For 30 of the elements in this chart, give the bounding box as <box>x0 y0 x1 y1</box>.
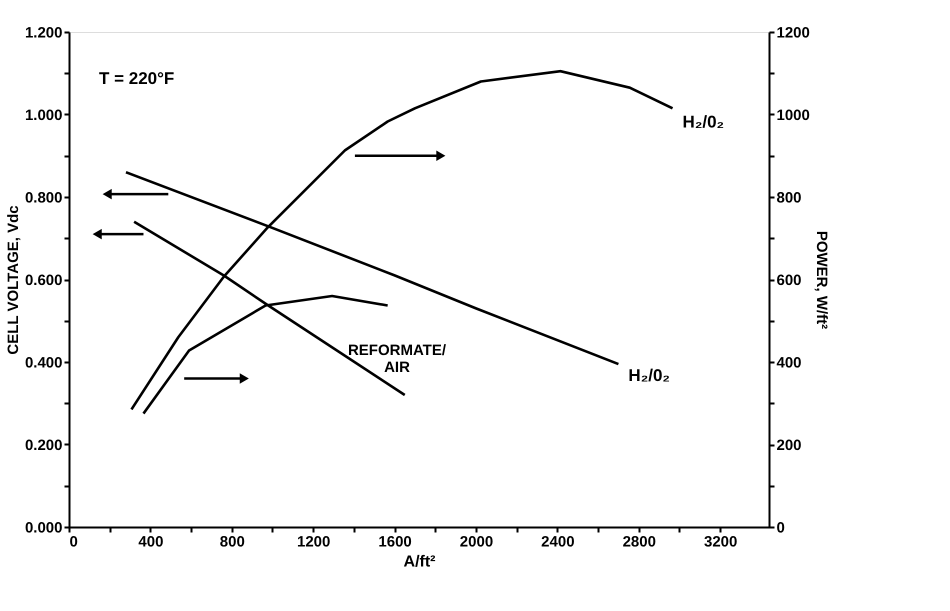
x-tick-label: 0 <box>70 534 78 550</box>
y-tick-label: 0.600 <box>24 272 62 289</box>
y-tick-label: 1.000 <box>24 107 62 124</box>
y-tick-label: 0.400 <box>24 354 62 372</box>
x-tick-label: 1600 <box>378 534 412 550</box>
y2-tick-label: 0 <box>776 520 785 536</box>
y-tick-label: 0.800 <box>24 190 62 206</box>
series-label: H₂/0₂ <box>682 112 724 132</box>
y-tick-label: 0.000 <box>24 520 62 536</box>
x-tick-label: 2400 <box>541 534 575 550</box>
y2-tick-label: 600 <box>776 272 802 289</box>
x-tick-label: 2800 <box>622 534 656 550</box>
x-tick-label: 3200 <box>704 534 738 550</box>
y2-tick-label: 400 <box>776 354 802 372</box>
x-tick-label: 800 <box>220 534 245 550</box>
y-tick-label: 0.200 <box>24 437 62 454</box>
y-tick-label: 1.200 <box>24 24 62 42</box>
x-tick-label: 400 <box>138 534 164 550</box>
x-axis-title: A/ft² <box>404 554 436 570</box>
y2-tick-label: 1000 <box>776 107 810 124</box>
annotation: T = 220°F <box>99 69 174 88</box>
series-label: H₂/0₂ <box>628 366 670 386</box>
y2-tick-label: 200 <box>776 437 802 454</box>
x-tick-label: 2000 <box>460 534 494 550</box>
y2-tick-label: 800 <box>776 190 802 206</box>
y2-axis-title: POWER, W/ft² <box>812 230 830 330</box>
x-tick-label: 1200 <box>297 534 330 550</box>
y-axis-title: CELL VOLTAGE, Vdc <box>4 205 22 355</box>
y2-tick-label: 1200 <box>776 24 810 42</box>
annotation: REFORMATE/ AIR <box>348 342 447 376</box>
